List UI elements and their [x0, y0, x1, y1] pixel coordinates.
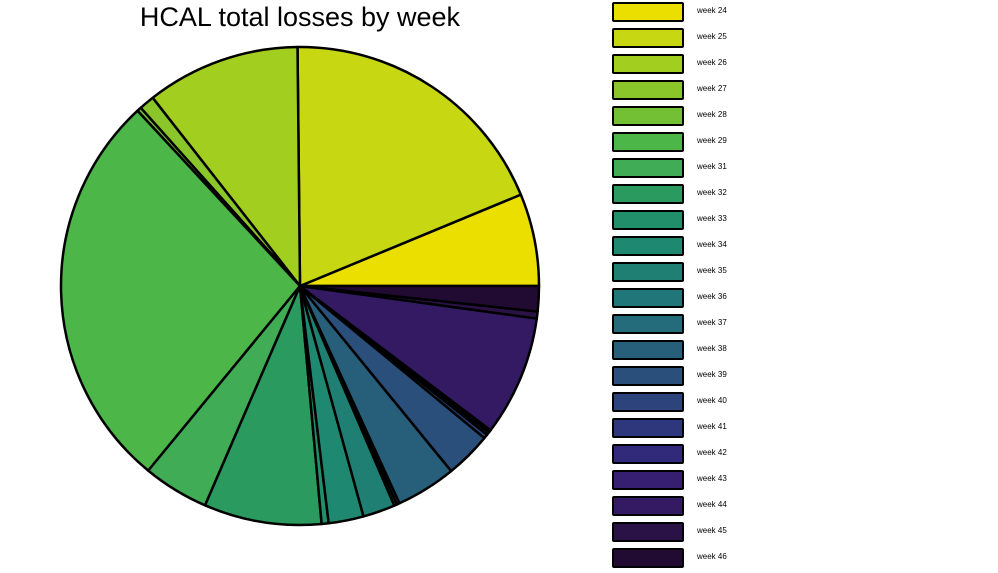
- legend-item: week 26: [612, 54, 812, 74]
- legend-swatch: [612, 288, 684, 308]
- legend-label: week 36: [697, 292, 727, 301]
- legend-swatch: [612, 548, 684, 568]
- legend-item: week 35: [612, 262, 812, 282]
- legend-swatch: [612, 522, 684, 542]
- legend-label: week 38: [697, 344, 727, 353]
- legend-label: week 45: [697, 526, 727, 535]
- legend-label: week 28: [697, 110, 727, 119]
- chart-title: HCAL total losses by week: [139, 2, 461, 32]
- legend-item: week 45: [612, 522, 812, 542]
- legend-item: week 46: [612, 548, 812, 568]
- legend-item: week 29: [612, 132, 812, 152]
- pie-chart: [59, 45, 541, 527]
- legend-label: week 46: [697, 552, 727, 561]
- legend-label: week 31: [697, 162, 727, 171]
- pie-slice-week-44: [298, 284, 539, 432]
- legend-item: week 39: [612, 366, 812, 386]
- legend-item: week 24: [612, 2, 812, 22]
- legend-swatch: [612, 54, 684, 74]
- legend-swatch: [612, 80, 684, 100]
- legend-swatch: [612, 314, 684, 334]
- legend-label: week 29: [697, 136, 727, 145]
- pie-slice-week-46: [298, 284, 541, 313]
- legend-swatch: [612, 470, 684, 490]
- legend-swatch: [612, 132, 684, 152]
- legend-item: week 36: [612, 288, 812, 308]
- legend-swatch: [612, 496, 684, 516]
- legend-label: week 39: [697, 370, 727, 379]
- legend-swatch: [612, 444, 684, 464]
- legend-label: week 43: [697, 474, 727, 483]
- legend-item: week 44: [612, 496, 812, 516]
- legend-item: week 32: [612, 184, 812, 204]
- legend-label: week 25: [697, 32, 727, 41]
- legend-item: week 40: [612, 392, 812, 412]
- legend-swatch: [612, 236, 684, 256]
- legend-item: week 41: [612, 418, 812, 438]
- legend-swatch: [612, 340, 684, 360]
- legend-label: week 33: [697, 214, 727, 223]
- legend-swatch: [612, 418, 684, 438]
- legend-swatch: [612, 210, 684, 230]
- legend-item: week 27: [612, 80, 812, 100]
- pie-slice-week-26: [151, 45, 302, 288]
- legend-label: week 37: [697, 318, 727, 327]
- legend-label: week 34: [697, 240, 727, 249]
- legend-swatch: [612, 158, 684, 178]
- legend-item: week 43: [612, 470, 812, 490]
- legend-label: week 41: [697, 422, 727, 431]
- legend-swatch: [612, 106, 684, 126]
- legend-swatch: [612, 366, 684, 386]
- legend-label: week 42: [697, 448, 727, 457]
- legend-label: week 26: [697, 58, 727, 67]
- legend-label: week 35: [697, 266, 727, 275]
- legend-label: week 32: [697, 188, 727, 197]
- legend-label: week 24: [697, 6, 727, 15]
- legend-item: week 38: [612, 340, 812, 360]
- legend-swatch: [612, 2, 684, 22]
- legend-swatch: [612, 184, 684, 204]
- legend-item: week 37: [612, 314, 812, 334]
- legend-item: week 28: [612, 106, 812, 126]
- legend-label: week 27: [697, 84, 727, 93]
- legend-item: week 42: [612, 444, 812, 464]
- legend-item: week 34: [612, 236, 812, 256]
- legend-item: week 33: [612, 210, 812, 230]
- legend-swatch: [612, 392, 684, 412]
- pie-slice-week-25: [296, 45, 523, 288]
- pie-slice-week-29: [59, 109, 302, 472]
- legend-swatch: [612, 28, 684, 48]
- pie-slice-week-32: [203, 284, 323, 527]
- legend-item: week 31: [612, 158, 812, 178]
- legend-item: week 25: [612, 28, 812, 48]
- legend-swatch: [612, 262, 684, 282]
- legend-label: week 44: [697, 500, 727, 509]
- legend-label: week 40: [697, 396, 727, 405]
